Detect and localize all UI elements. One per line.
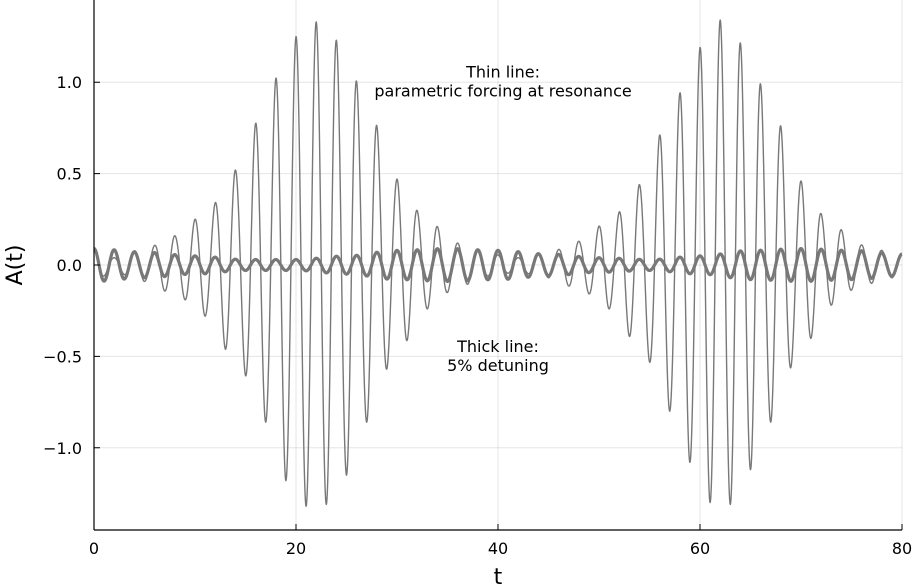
x-tick-label-4: 80 bbox=[892, 539, 912, 558]
x-tick-label-1: 20 bbox=[286, 539, 306, 558]
grid bbox=[93, 0, 903, 530]
series-layer bbox=[92, 19, 904, 507]
y-tick-label-1: −0.5 bbox=[43, 347, 82, 366]
x-axis-title: t bbox=[494, 565, 503, 587]
annotation-0-line-0: Thin line: bbox=[465, 63, 540, 82]
axes bbox=[93, 0, 903, 531]
y-tick-label-4: 1.0 bbox=[57, 73, 82, 92]
annotation-0: Thin line: parametric forcing at resonanc… bbox=[374, 63, 631, 101]
y-tick-label-3: 0.5 bbox=[57, 165, 82, 184]
x-tick-label-0: 0 bbox=[89, 539, 99, 558]
x-tick-label-3: 60 bbox=[690, 539, 710, 558]
annotation-1-line-0: Thick line: bbox=[456, 337, 539, 356]
x-tick-label-2: 40 bbox=[488, 539, 508, 558]
y-axis-title: A(t) bbox=[3, 245, 28, 286]
tick-labels: 0 20 40 60 80 −1.0 −0.5 0.0 0.5 1.0 bbox=[43, 73, 912, 558]
y-tick-label-0: −1.0 bbox=[43, 439, 82, 458]
annotation-0-line-1: parametric forcing at resonance bbox=[374, 82, 631, 101]
annotation-1: Thick line: 5% detuning bbox=[447, 337, 549, 375]
thick-line-series bbox=[92, 246, 904, 284]
annotations: Thin line: parametric forcing at resonanc… bbox=[374, 63, 631, 375]
thin-line-series bbox=[93, 19, 903, 507]
y-tick-label-2: 0.0 bbox=[57, 256, 82, 275]
annotation-1-line-1: 5% detuning bbox=[447, 356, 549, 375]
